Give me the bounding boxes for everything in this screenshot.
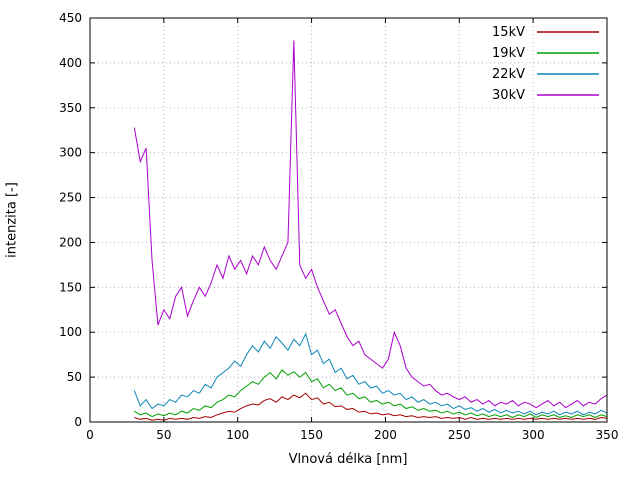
series-line-22kV bbox=[133, 332, 608, 416]
series-line-15kV bbox=[134, 392, 608, 421]
y-tick-label: 250 bbox=[59, 191, 82, 205]
x-tick-label: 200 bbox=[374, 428, 397, 442]
y-tick-label: 200 bbox=[59, 235, 82, 249]
y-tick-label: 150 bbox=[59, 280, 82, 294]
plot-border bbox=[89, 17, 608, 423]
y-tick-label: 450 bbox=[59, 11, 82, 25]
x-tick-label: 250 bbox=[448, 428, 471, 442]
y-axis-label: intenzita [-] bbox=[4, 182, 20, 258]
y-tick-label: 400 bbox=[59, 56, 82, 70]
x-tick-label: 150 bbox=[300, 428, 323, 442]
legend-label-19kV: 19kV bbox=[492, 46, 525, 61]
y-tick-label: 300 bbox=[59, 146, 82, 160]
x-tick-label: 100 bbox=[226, 428, 249, 442]
x-tick-label: 350 bbox=[596, 428, 619, 442]
x-tick-label: 300 bbox=[522, 428, 545, 442]
x-axis-label: Vlnová délka [nm] bbox=[288, 452, 408, 467]
x-tick-label: 0 bbox=[86, 428, 94, 442]
y-tick-label: 100 bbox=[59, 325, 82, 339]
series-line-19kV bbox=[134, 369, 608, 419]
series-line-30kV bbox=[133, 40, 608, 409]
x-tick-label: 50 bbox=[156, 428, 171, 442]
y-tick-label: 350 bbox=[59, 101, 82, 115]
y-tick-label: 50 bbox=[67, 370, 82, 384]
legend-label-15kV: 15kV bbox=[492, 25, 525, 40]
legend-label-30kV: 30kV bbox=[492, 88, 525, 103]
legend-label-22kV: 22kV bbox=[492, 67, 525, 82]
y-tick-label: 0 bbox=[74, 415, 82, 429]
